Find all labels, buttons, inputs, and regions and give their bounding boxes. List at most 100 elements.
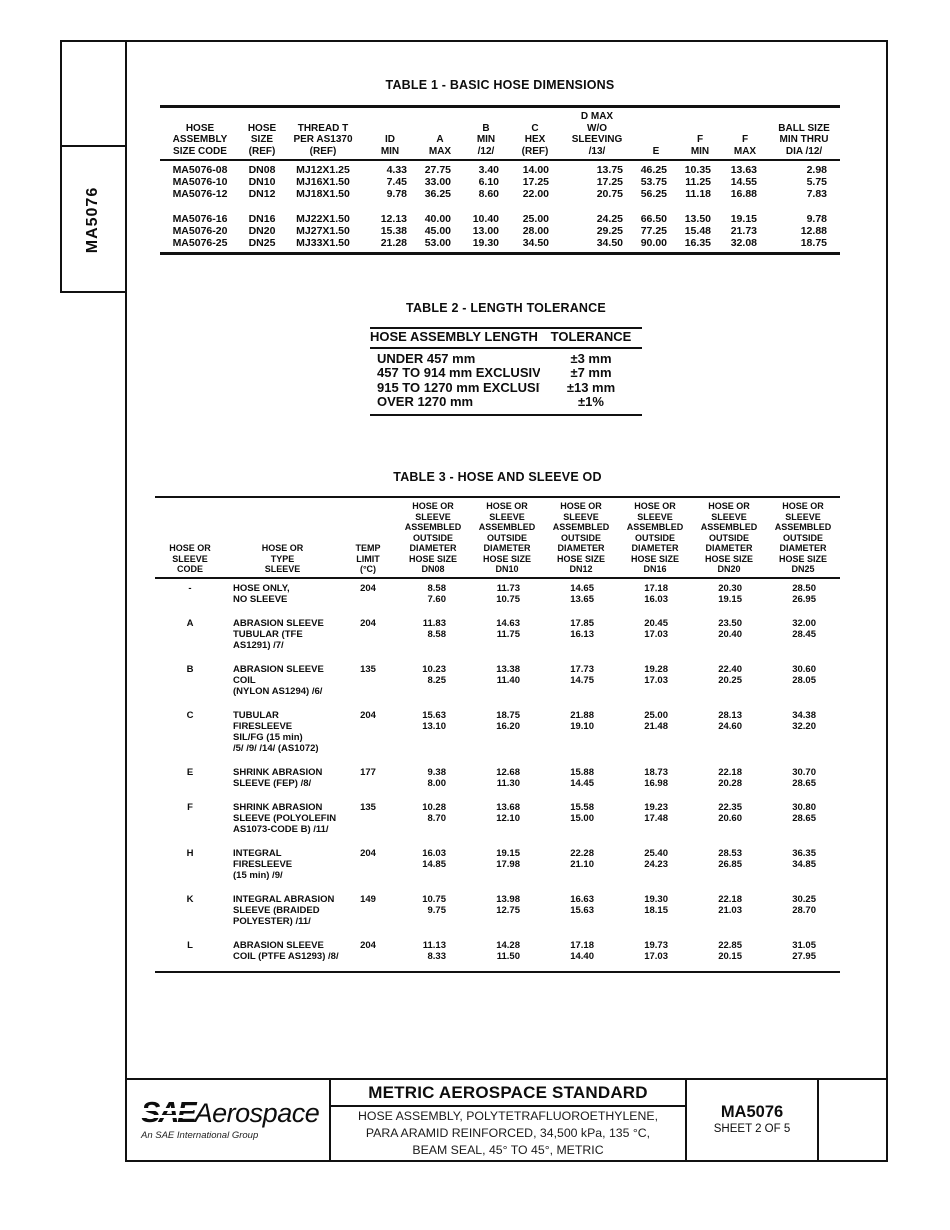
table1-value-cell: 56.25 bbox=[640, 188, 667, 200]
table1-value-cell: 27.75 bbox=[424, 164, 451, 176]
page-border-right bbox=[886, 40, 888, 1162]
table1-value-cell: 6.10 bbox=[478, 176, 499, 188]
table1-cell: MJ18X1.50 bbox=[296, 188, 350, 200]
standard-subtitle-line: BEAM SEAL, 45° TO 45°, METRIC bbox=[412, 1143, 604, 1157]
table3-od-cell: 10.28 8.70 bbox=[422, 801, 446, 824]
table3-code-cell: C bbox=[186, 709, 194, 721]
table1-row: MA5076-25 DN25 MJ33X1.50 21.28 53.00 19.30 34.… bbox=[160, 237, 840, 254]
table1-header-cell: E bbox=[634, 106, 678, 161]
table3-temp-cell: 135 bbox=[360, 663, 376, 675]
table1-grid: HOSE ASSEMBLY SIZE CODE HOSE SIZE (REF) THREAD… bbox=[160, 105, 840, 255]
table1-header-cell: A MAX bbox=[418, 106, 462, 161]
table3-size-header-cell: HOSE OR SLEEVE ASSEMBLED OUTSIDE DIAMETER HOS… bbox=[544, 497, 618, 579]
sheet-number: SHEET 2 OF 5 bbox=[713, 1123, 791, 1135]
table1-header-cell: THREAD T PER AS1370 (REF) bbox=[284, 106, 362, 161]
table3-od-cell: 30.80 28.65 bbox=[792, 801, 816, 824]
table3-temp-cell: 204 bbox=[360, 617, 376, 629]
table3-od-cell: 30.60 28.05 bbox=[792, 663, 816, 686]
table3-od-cell: 23.50 20.40 bbox=[718, 617, 742, 640]
table3-od-cell: 21.88 19.10 bbox=[570, 709, 594, 732]
table1-value-cell: 13.63 bbox=[730, 164, 757, 176]
table3-od-cell: 17.85 16.13 bbox=[570, 617, 594, 640]
table1-value-cell: 40.00 bbox=[424, 213, 451, 225]
table1-value-cell: 11.18 bbox=[685, 188, 711, 200]
standard-subtitle: HOSE ASSEMBLY, POLYTETRAFLUOROETHYLENE, P… bbox=[331, 1107, 685, 1160]
table3-od-cell: 28.50 26.95 bbox=[792, 582, 816, 605]
table3-od-cell: 15.63 13.10 bbox=[422, 709, 446, 732]
table3-code-cell: H bbox=[186, 847, 194, 859]
table3-od-cell: 22.40 20.25 bbox=[718, 663, 742, 686]
table3-sleeve-type-cell: ABRASION SLEEVE COIL (NYLON AS1294) /6/ bbox=[233, 663, 324, 697]
table3-od-cell: 17.73 14.75 bbox=[570, 663, 594, 686]
table1-value-cell: 36.25 bbox=[424, 188, 451, 200]
table3-od-cell: 9.38 8.00 bbox=[427, 766, 447, 789]
table1-value-cell: 32.08 bbox=[730, 237, 757, 249]
table3-od-cell: 25.00 21.48 bbox=[644, 709, 668, 732]
table1-value-cell: 10.35 bbox=[684, 164, 711, 176]
table1-row: MA5076-08 DN08 MJ12X1.25 4.33 27.75 3.40 14.00… bbox=[160, 160, 840, 176]
table3-sleeve-type-cell: INTEGRAL ABRASION SLEEVE (BRAIDED POLYESTE… bbox=[233, 893, 335, 927]
table3-sleeve-type-cell: INTEGRAL FIRESLEEVE (15 min) /9/ bbox=[233, 847, 293, 881]
table2-tolerance-cell: ±7 mm bbox=[570, 366, 612, 380]
table3-od-cell: 13.98 12.75 bbox=[496, 893, 520, 916]
table3-temp-cell: 177 bbox=[360, 766, 376, 778]
table3-row: C TUBULAR FIRESLEEVE SIL/FG (15 min)/5/ /9… bbox=[155, 706, 840, 763]
table3-od-cell: 12.68 11.30 bbox=[496, 766, 520, 789]
table1-cell: DN20 bbox=[248, 225, 276, 237]
table1-value-cell: 53.75 bbox=[640, 176, 667, 188]
table1-value-cell: 9.78 bbox=[806, 213, 827, 225]
table3-sleeve-type-cell: ABRASION SLEEVE TUBULAR (TFE AS1291) /7/ bbox=[233, 617, 324, 651]
table3-row: F SHRINK ABRASION SLEEVE (POLYOLEFIN AS1073… bbox=[155, 798, 840, 844]
table1-value-cell: 15.38 bbox=[380, 225, 407, 237]
table1-cell: DN10 bbox=[248, 176, 276, 188]
table3-size-header-cell: HOSE OR SLEEVE ASSEMBLED OUTSIDE DIAMETER HOS… bbox=[396, 497, 470, 579]
standard-subtitle-line: PARA ARAMID REINFORCED, 34,500 kPa, 135 … bbox=[365, 1126, 651, 1140]
table3-od-cell: 18.75 16.20 bbox=[496, 709, 520, 732]
table3-header-cell: TEMP LIMIT (°C) bbox=[340, 497, 396, 579]
table3-row: - HOSE ONLY, NO SLEEVE 204 8.58 7.60 11.73 10.7… bbox=[155, 578, 840, 614]
table2-header-row: HOSE ASSEMBLY LENGTH TOLERANCE bbox=[370, 328, 642, 349]
table1-cell: MA5076-08 bbox=[172, 164, 228, 176]
table3-size-header-cell: HOSE OR SLEEVE ASSEMBLED OUTSIDE DIAMETER HOS… bbox=[766, 497, 840, 579]
table1-value-cell: 5.75 bbox=[806, 176, 827, 188]
table1-header-cell: D MAX W/O SLEEVING/13/ bbox=[560, 106, 634, 161]
table1-value-cell: 11.25 bbox=[685, 176, 711, 188]
doc-number-cell: MA5076 SHEET 2 OF 5 bbox=[687, 1080, 819, 1160]
table2-header-cell: TOLERANCE bbox=[540, 328, 642, 349]
standard-subtitle-line: HOSE ASSEMBLY, POLYTETRAFLUOROETHYLENE, bbox=[358, 1109, 658, 1123]
table2-tolerance-cell: ±13 mm bbox=[566, 380, 616, 395]
table1-value-cell: 20.75 bbox=[596, 188, 623, 200]
table3-code-cell: A bbox=[186, 617, 194, 629]
table3-row: A ABRASION SLEEVE TUBULAR (TFE AS1291) /7/… bbox=[155, 614, 840, 660]
table1-spacer-cell bbox=[160, 200, 840, 213]
table3-row: H INTEGRAL FIRESLEEVE (15 min) /9/204 16.03… bbox=[155, 844, 840, 890]
table3-od-cell: 22.18 21.03 bbox=[718, 893, 742, 916]
table1-value-cell: 8.60 bbox=[478, 188, 499, 200]
table2-row: OVER 1270 mm ±1% bbox=[370, 395, 642, 415]
table3-od-cell: 19.15 17.98 bbox=[496, 847, 520, 870]
table1-value-cell: 66.50 bbox=[640, 213, 667, 225]
table1-value-cell: 33.00 bbox=[424, 176, 451, 188]
table1-value-cell: 10.40 bbox=[472, 213, 499, 225]
table1-value-cell: 13.75 bbox=[596, 164, 623, 176]
table1-value-cell: 16.35 bbox=[684, 237, 711, 249]
table1-value-cell: 17.25 bbox=[596, 176, 623, 188]
table1-value-cell: 21.28 bbox=[380, 237, 407, 249]
table1-value-cell: 14.00 bbox=[522, 164, 549, 176]
table3-sleeve-type-cell: ABRASION SLEEVE COIL (PTFE AS1293) /8/ bbox=[233, 939, 339, 962]
table1-value-cell: 7.45 bbox=[386, 176, 407, 188]
table3-od-cell: 34.38 32.20 bbox=[792, 709, 816, 732]
table2-tolerance-cell: ±3 mm bbox=[570, 350, 612, 366]
table1-value-cell: 19.15 bbox=[730, 213, 757, 225]
table1-value-cell: 2.98 bbox=[806, 164, 827, 176]
table1-value-cell: 3.40 bbox=[478, 164, 499, 176]
table3-sleeve-type-cell: TUBULAR FIRESLEEVE SIL/FG (15 min)/5/ /9/… bbox=[233, 709, 319, 754]
table3-row: K INTEGRAL ABRASION SLEEVE (BRAIDED POLYEST… bbox=[155, 890, 840, 936]
table3-temp-cell: 135 bbox=[360, 801, 376, 813]
page-border-left bbox=[125, 40, 127, 1080]
table1-header-cell: B MIN/12/ bbox=[462, 106, 510, 161]
table3-code-cell: B bbox=[186, 663, 194, 675]
table1-cell: MJ16X1.50 bbox=[296, 176, 350, 188]
title-block-empty-cell bbox=[819, 1080, 886, 1160]
table1-value-cell: 25.00 bbox=[522, 213, 549, 225]
